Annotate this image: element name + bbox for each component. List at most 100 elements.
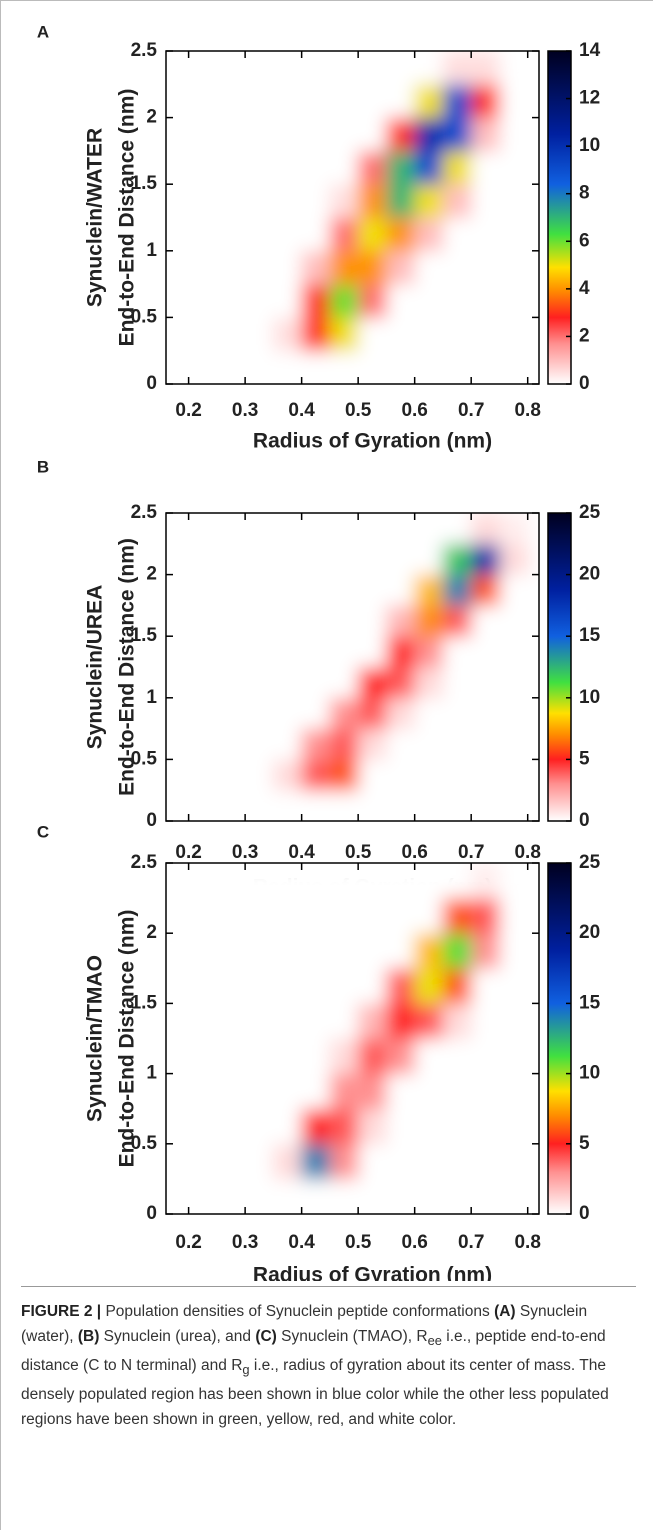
density-cell	[442, 574, 472, 606]
colorbar-tick-label: 10	[579, 687, 600, 708]
density-cell	[471, 117, 500, 152]
density-cell	[188, 636, 218, 668]
density-cell	[301, 543, 331, 576]
x-tick-label: 0.2	[175, 400, 201, 421]
density-cell	[442, 636, 472, 668]
density-cell	[499, 1178, 529, 1214]
density-cell	[188, 117, 218, 152]
density-cell	[471, 968, 500, 1004]
density-cell	[471, 84, 500, 119]
density-cell	[414, 217, 444, 252]
density-cell	[414, 605, 444, 637]
density-cell	[273, 605, 303, 637]
density-cell	[329, 605, 359, 637]
density-cell	[442, 1143, 472, 1180]
density-cell	[499, 790, 529, 821]
density-field	[188, 863, 529, 1214]
density-cell	[216, 117, 246, 152]
density-cell	[188, 284, 218, 318]
density-cell	[188, 1108, 218, 1145]
density-cell	[358, 790, 387, 821]
density-cell	[471, 317, 500, 352]
colorbar-tick-label: 6	[579, 230, 590, 251]
density-cell	[471, 1003, 500, 1039]
density-cell	[273, 667, 303, 699]
colorbar-tick-label: 2	[579, 325, 590, 346]
density-cell	[442, 1003, 472, 1039]
density-cell	[301, 1143, 331, 1180]
x-tick-label: 0.4	[288, 400, 315, 421]
density-cell	[273, 184, 303, 218]
density-cell	[216, 350, 246, 384]
x-tick-label: 0.2	[175, 842, 201, 863]
caption-subscript: g	[242, 1362, 250, 1378]
density-cell	[329, 217, 359, 252]
density-cell	[273, 150, 303, 185]
density-cell	[329, 933, 359, 969]
x-axis-label: Radius of Gyration (nm)	[253, 430, 492, 453]
y-tick-label: 0.5	[131, 1133, 158, 1154]
density-cell	[273, 117, 303, 152]
density-cell	[329, 1108, 359, 1145]
density-cell	[273, 968, 303, 1004]
density-cell	[273, 1073, 303, 1110]
density-cell	[386, 667, 416, 699]
density-cell	[301, 217, 331, 252]
density-cell	[471, 284, 500, 318]
density-cell	[216, 697, 246, 730]
density-cell	[414, 933, 444, 969]
colorbar-tick-label: 14	[579, 40, 601, 61]
x-tick-label: 0.3	[232, 400, 258, 421]
density-cell	[442, 759, 472, 791]
density-cell	[301, 574, 331, 606]
panel: B0.20.30.40.50.60.70.800.511.522.5Radius…	[37, 457, 601, 898]
density-cell	[499, 1038, 529, 1075]
colorbar-tick-label: 20	[579, 564, 600, 585]
density-cell	[188, 1073, 218, 1110]
density-cell	[329, 898, 359, 934]
density-cell	[301, 1108, 331, 1145]
colorbar-tick-label: 25	[579, 502, 601, 523]
density-cell	[329, 968, 359, 1004]
density-cell	[329, 284, 359, 318]
density-cell	[499, 933, 529, 969]
density-cell	[414, 1143, 444, 1180]
x-tick-label: 0.7	[458, 842, 484, 863]
density-cell	[414, 184, 444, 218]
density-cell	[358, 250, 387, 285]
density-cell	[245, 543, 274, 576]
density-cell	[471, 1143, 500, 1180]
density-cell	[273, 863, 303, 899]
density-cell	[442, 543, 472, 576]
caption-text: Synuclein (TMAO), R	[276, 1328, 428, 1345]
density-cell	[273, 217, 303, 252]
density-cell	[216, 574, 246, 606]
x-tick-label: 0.3	[232, 842, 258, 863]
density-cell	[386, 350, 416, 384]
density-cell	[329, 574, 359, 606]
caption-text: Synuclein (water),	[21, 1303, 588, 1345]
x-tick-label: 0.5	[345, 842, 372, 863]
density-cell	[442, 317, 472, 352]
density-cell	[273, 1178, 303, 1214]
density-cell	[414, 1003, 444, 1039]
density-cell	[414, 790, 444, 821]
density-cell	[386, 790, 416, 821]
density-cell	[245, 1108, 274, 1145]
density-cell	[471, 1178, 500, 1214]
density-cell	[329, 513, 359, 545]
density-cell	[358, 84, 387, 119]
density-cell	[329, 1073, 359, 1110]
density-cell	[499, 184, 529, 218]
density-cell	[499, 543, 529, 576]
density-cell	[386, 543, 416, 576]
density-cell	[358, 667, 387, 699]
y-axis-label: End-to-End Distance (nm)	[116, 89, 139, 347]
density-cell	[329, 250, 359, 285]
density-cell	[245, 636, 274, 668]
caption-text: i.e., radius of gyration about its cente…	[21, 1357, 609, 1429]
colorbar-tick-label: 0	[579, 810, 590, 831]
density-cell	[273, 84, 303, 119]
density-cell	[442, 933, 472, 969]
density-cell	[245, 605, 274, 637]
